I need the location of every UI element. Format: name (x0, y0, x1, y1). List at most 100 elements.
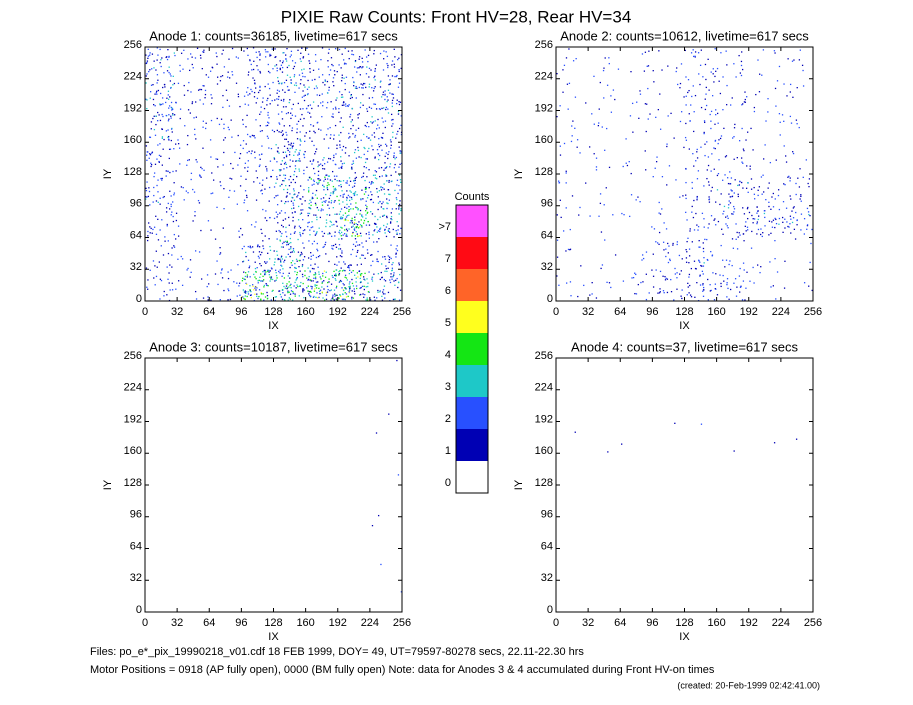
count-dot (720, 285, 722, 288)
count-dot (740, 64, 743, 67)
count-dot (221, 75, 224, 77)
count-dot (264, 273, 267, 275)
count-dot (316, 206, 318, 209)
count-dot (257, 244, 259, 246)
colorbar-label: 1 (445, 445, 451, 457)
count-dot (289, 56, 291, 58)
count-dot (663, 292, 665, 294)
count-dot (260, 228, 262, 231)
count-dot (185, 190, 187, 192)
count-dot (348, 283, 351, 285)
count-dot (346, 279, 349, 281)
count-dot (145, 189, 148, 192)
count-dot (276, 203, 279, 206)
count-dot (646, 65, 648, 67)
count-dot (269, 103, 271, 105)
y-tick-label: 64 (130, 540, 142, 552)
count-dot (323, 280, 325, 282)
count-dot (393, 48, 395, 51)
count-dot (169, 80, 172, 82)
count-dot (658, 292, 661, 294)
count-dot (736, 157, 738, 159)
count-dot (309, 130, 311, 132)
count-dot (314, 263, 316, 265)
count-dot (270, 175, 272, 178)
count-dot (376, 178, 378, 180)
count-dot (382, 91, 385, 93)
heat-cell (274, 269, 306, 302)
count-dot (706, 258, 709, 261)
count-dot (334, 106, 337, 108)
count-dot (382, 201, 384, 203)
count-dot (374, 68, 377, 70)
count-dot (362, 93, 364, 96)
count-dot (249, 285, 251, 287)
count-dot (302, 242, 304, 244)
count-dot (351, 166, 353, 168)
count-dot (397, 225, 400, 227)
count-dot (366, 278, 368, 280)
count-dot (343, 59, 345, 61)
count-dot (359, 213, 361, 215)
count-dot (191, 102, 193, 105)
count-dot (297, 238, 299, 241)
count-dot (355, 285, 358, 287)
count-dot (372, 260, 374, 262)
count-dot (271, 290, 273, 292)
count-dot (329, 126, 331, 129)
count-dot (314, 194, 317, 196)
count-dot (387, 229, 389, 231)
heat-cell (241, 238, 273, 270)
x-tick-label: 128 (675, 306, 693, 318)
count-dot (332, 185, 335, 188)
count-dot (330, 202, 332, 204)
count-dot (344, 274, 347, 277)
count-dot (641, 53, 644, 55)
count-dot (365, 188, 367, 190)
count-dot (747, 191, 749, 193)
heat-cell (718, 80, 748, 111)
count-dot (742, 187, 744, 189)
count-dot (252, 77, 254, 79)
count-dot (743, 213, 746, 215)
count-dot (630, 71, 632, 73)
count-dot (371, 145, 373, 147)
heat-cell (210, 80, 241, 109)
count-dot (632, 131, 634, 133)
colorbar-label: 3 (445, 381, 451, 393)
count-dot (355, 206, 357, 208)
count-dot (344, 224, 346, 227)
count-dot (175, 212, 178, 214)
count-dot (264, 235, 266, 237)
count-dot (377, 118, 379, 121)
count-dot (290, 79, 292, 81)
count-dot (395, 230, 397, 232)
count-dot (385, 226, 388, 228)
count-dot (284, 259, 286, 261)
count-dot (249, 93, 251, 95)
heat-cell (652, 175, 684, 204)
count-dot (387, 112, 390, 114)
count-dot (221, 268, 223, 270)
count-dot (311, 79, 313, 81)
count-dot (341, 217, 343, 220)
count-dot (393, 274, 395, 276)
count-dot (289, 237, 292, 240)
count-dot (749, 165, 751, 167)
count-dot (187, 192, 189, 194)
count-dot (291, 299, 294, 301)
count-dot (338, 199, 340, 202)
count-dot (343, 193, 345, 195)
heat-cell (750, 110, 781, 136)
count-dot (221, 269, 223, 271)
count-dot (774, 226, 776, 229)
count-dot (397, 229, 399, 231)
count-dot (361, 254, 363, 256)
count-dot (366, 212, 368, 214)
count-dot (179, 64, 181, 67)
count-dot (277, 213, 279, 216)
count-dot (227, 299, 229, 301)
heat-cell (210, 269, 241, 301)
count-dot (774, 87, 777, 90)
count-dot (314, 276, 317, 278)
